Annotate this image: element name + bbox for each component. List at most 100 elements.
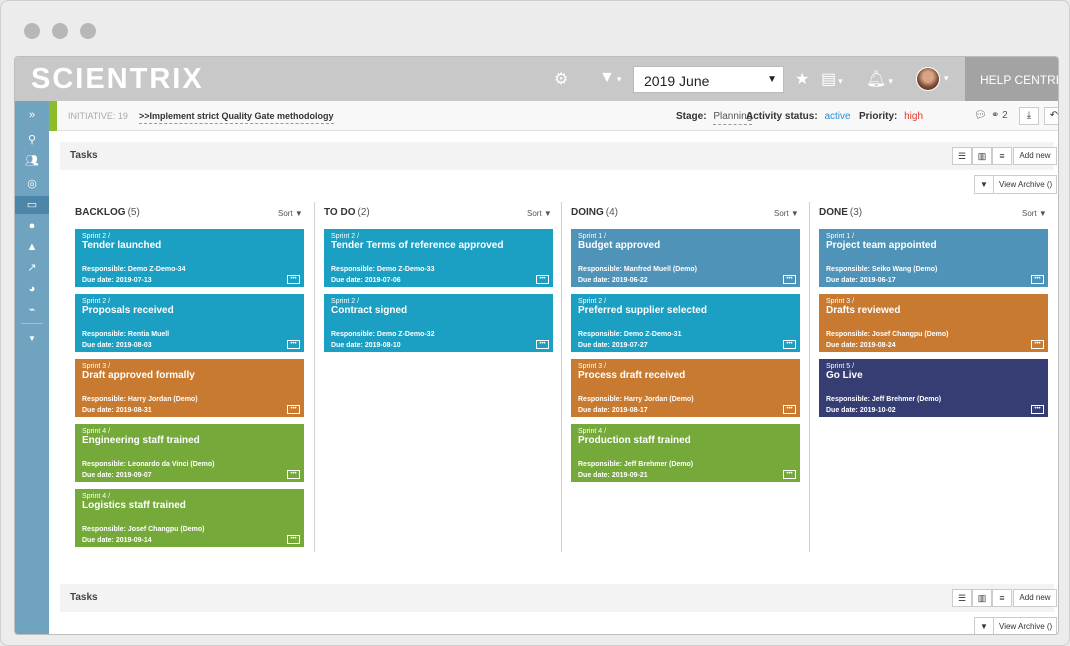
window-zoom-dot[interactable] (80, 23, 96, 39)
card-menu-icon[interactable]: ••• (536, 340, 549, 349)
gantt-view-button-2[interactable]: ≡ (992, 589, 1012, 607)
card-title[interactable]: Project team appointed (826, 240, 937, 251)
view-archive-button[interactable]: ▼ View Archive () (974, 175, 1057, 194)
network-icon[interactable]: ⚙ (554, 71, 569, 88)
task-card[interactable]: Sprint 3 /Drafts reviewed Responsible: Jo… (819, 294, 1048, 352)
team-icon[interactable]: 👥︎ (25, 155, 39, 167)
card-menu-icon[interactable]: ••• (287, 470, 300, 479)
stage-value[interactable]: Planning (713, 111, 753, 125)
sidebar-more-icon[interactable]: ▼ (28, 334, 36, 343)
column-sort-dropdown[interactable]: Sort ▼ (774, 209, 799, 218)
card-menu-icon[interactable]: ••• (1031, 405, 1044, 414)
download-button[interactable]: ⤓ (1019, 107, 1039, 125)
card-menu-icon[interactable]: ••• (1031, 340, 1044, 349)
star-icon[interactable]: ★ (795, 71, 810, 88)
calendar-icon[interactable]: ▤ ▾ (821, 71, 843, 88)
window-minimize-dot[interactable] (52, 23, 68, 39)
task-card[interactable]: Sprint 3 /Process draft received Responsi… (571, 359, 800, 417)
card-title[interactable]: Contract signed (331, 305, 408, 316)
column-sort-dropdown[interactable]: Sort ▼ (278, 209, 303, 218)
card-title[interactable]: Engineering staff trained (82, 435, 200, 446)
task-card[interactable]: Sprint 2 /Contract signed Responsible: De… (324, 294, 553, 352)
paperclip-icon[interactable]: ⌁ (28, 304, 36, 316)
column-sort-dropdown[interactable]: Sort ▼ (1022, 209, 1047, 218)
task-card[interactable]: Sprint 2 /Tender launched Responsible: De… (75, 229, 304, 287)
card-menu-icon[interactable]: ••• (783, 340, 796, 349)
user-avatar[interactable] (916, 67, 940, 91)
participants-icon[interactable]: ⚭ 2 (991, 110, 1008, 121)
view-archive-button-2[interactable]: ▼ View Archive () (974, 617, 1057, 634)
card-title[interactable]: Drafts reviewed (826, 305, 901, 316)
pie-chart-icon[interactable]: ◕ (28, 283, 36, 295)
add-task-button-2[interactable]: Add new (1013, 589, 1057, 607)
comments-icon[interactable]: 💬︎ (974, 110, 987, 121)
card-menu-icon[interactable]: ••• (287, 535, 300, 544)
card-title[interactable]: Draft approved formally (82, 370, 195, 381)
card-due-date: Due date: 2019-09-21 (578, 472, 648, 479)
task-card[interactable]: Sprint 1 /Budget approved Responsible: Ma… (571, 229, 800, 287)
card-title[interactable]: Go Live (826, 370, 863, 381)
card-menu-icon[interactable]: ••• (783, 405, 796, 414)
initiative-title[interactable]: >>Implement strict Quality Gate methodol… (139, 111, 334, 124)
board-view-button-2[interactable]: ▥ (972, 589, 992, 607)
card-sprint: Sprint 3 / (826, 298, 855, 305)
card-title[interactable]: Tender Terms of reference approved (331, 240, 504, 251)
task-card[interactable]: Sprint 4 /Engineering staff trained Respo… (75, 424, 304, 482)
card-title[interactable]: Process draft received (578, 370, 686, 381)
task-card[interactable]: Sprint 3 /Draft approved formally Respons… (75, 359, 304, 417)
card-responsible: Responsible: Seiko Wang (Demo) (826, 266, 938, 273)
bell-icon[interactable]: 🔔︎ ▾ (866, 71, 893, 88)
target-icon[interactable]: ◎ (27, 178, 37, 190)
app-logo[interactable]: SCIENTRIX (31, 63, 204, 95)
avatar-chevron-down-icon[interactable]: ▾ (944, 73, 949, 83)
card-due-date: Due date: 2019-09-07 (82, 472, 152, 479)
task-card[interactable]: Sprint 1 /Project team appointed Responsi… (819, 229, 1048, 287)
task-card[interactable]: Sprint 2 /Tender Terms of reference appr… (324, 229, 553, 287)
add-task-button[interactable]: Add new (1013, 147, 1057, 165)
line-chart-icon[interactable]: ↗ (27, 262, 37, 274)
column-name: DOING (571, 207, 604, 218)
card-responsible: Responsible: Jeff Brehmer (Demo) (826, 396, 942, 403)
filter-icon[interactable]: ▼ ▾ (599, 69, 622, 86)
activity-status-value[interactable]: active (824, 111, 851, 122)
card-menu-icon[interactable]: ••• (783, 470, 796, 479)
card-menu-icon[interactable]: ••• (287, 405, 300, 414)
task-card[interactable]: Sprint 4 /Production staff trained Respon… (571, 424, 800, 482)
warning-icon[interactable]: ▲ (26, 241, 38, 253)
card-menu-icon[interactable]: ••• (536, 275, 549, 284)
gantt-view-button[interactable]: ≡ (992, 147, 1012, 165)
card-menu-icon[interactable]: ••• (1031, 275, 1044, 284)
priority-label: Priority: (859, 111, 898, 122)
expand-sidebar-icon[interactable]: » (28, 109, 36, 121)
board-view-button[interactable]: ▥ (972, 147, 992, 165)
list-view-button[interactable]: ☰ (952, 147, 972, 165)
back-button[interactable]: ↶ (1044, 107, 1058, 125)
search-people-icon[interactable]: ⚲ (27, 134, 37, 146)
alert-circle-icon[interactable]: ● (28, 220, 36, 232)
card-title[interactable]: Logistics staff trained (82, 500, 186, 511)
card-title[interactable]: Preferred supplier selected (578, 305, 707, 316)
column-sort-dropdown[interactable]: Sort ▼ (527, 209, 552, 218)
card-title[interactable]: Production staff trained (578, 435, 691, 446)
window-close-dot[interactable] (24, 23, 40, 39)
card-menu-icon[interactable]: ••• (287, 275, 300, 284)
gantt-icon: ≡ (999, 593, 1005, 603)
help-centre-button[interactable]: HELP CENTRE (965, 57, 1058, 101)
card-title[interactable]: Tender launched (82, 240, 162, 251)
priority-value[interactable]: high (904, 111, 924, 122)
task-card[interactable]: Sprint 2 /Preferred supplier selected Res… (571, 294, 800, 352)
list-view-button-2[interactable]: ☰ (952, 589, 972, 607)
card-title[interactable]: Proposals received (82, 305, 174, 316)
task-card[interactable]: Sprint 5 /Go Live Responsible: Jeff Brehm… (819, 359, 1048, 417)
task-card[interactable]: Sprint 4 /Logistics staff trained Respons… (75, 489, 304, 547)
card-title[interactable]: Budget approved (578, 240, 661, 251)
card-menu-icon[interactable]: ••• (783, 275, 796, 284)
column-header: DOING (4) (571, 207, 618, 218)
card-menu-icon[interactable]: ••• (287, 340, 300, 349)
period-select[interactable]: 2019 June ▼ (633, 66, 784, 93)
task-card[interactable]: Sprint 2 /Proposals received Responsible:… (75, 294, 304, 352)
archive-filter-icon: ▼ (975, 176, 994, 193)
card-due-date: Due date: 2019-10-02 (826, 407, 896, 414)
id-card-icon[interactable]: ▭ (15, 196, 49, 214)
